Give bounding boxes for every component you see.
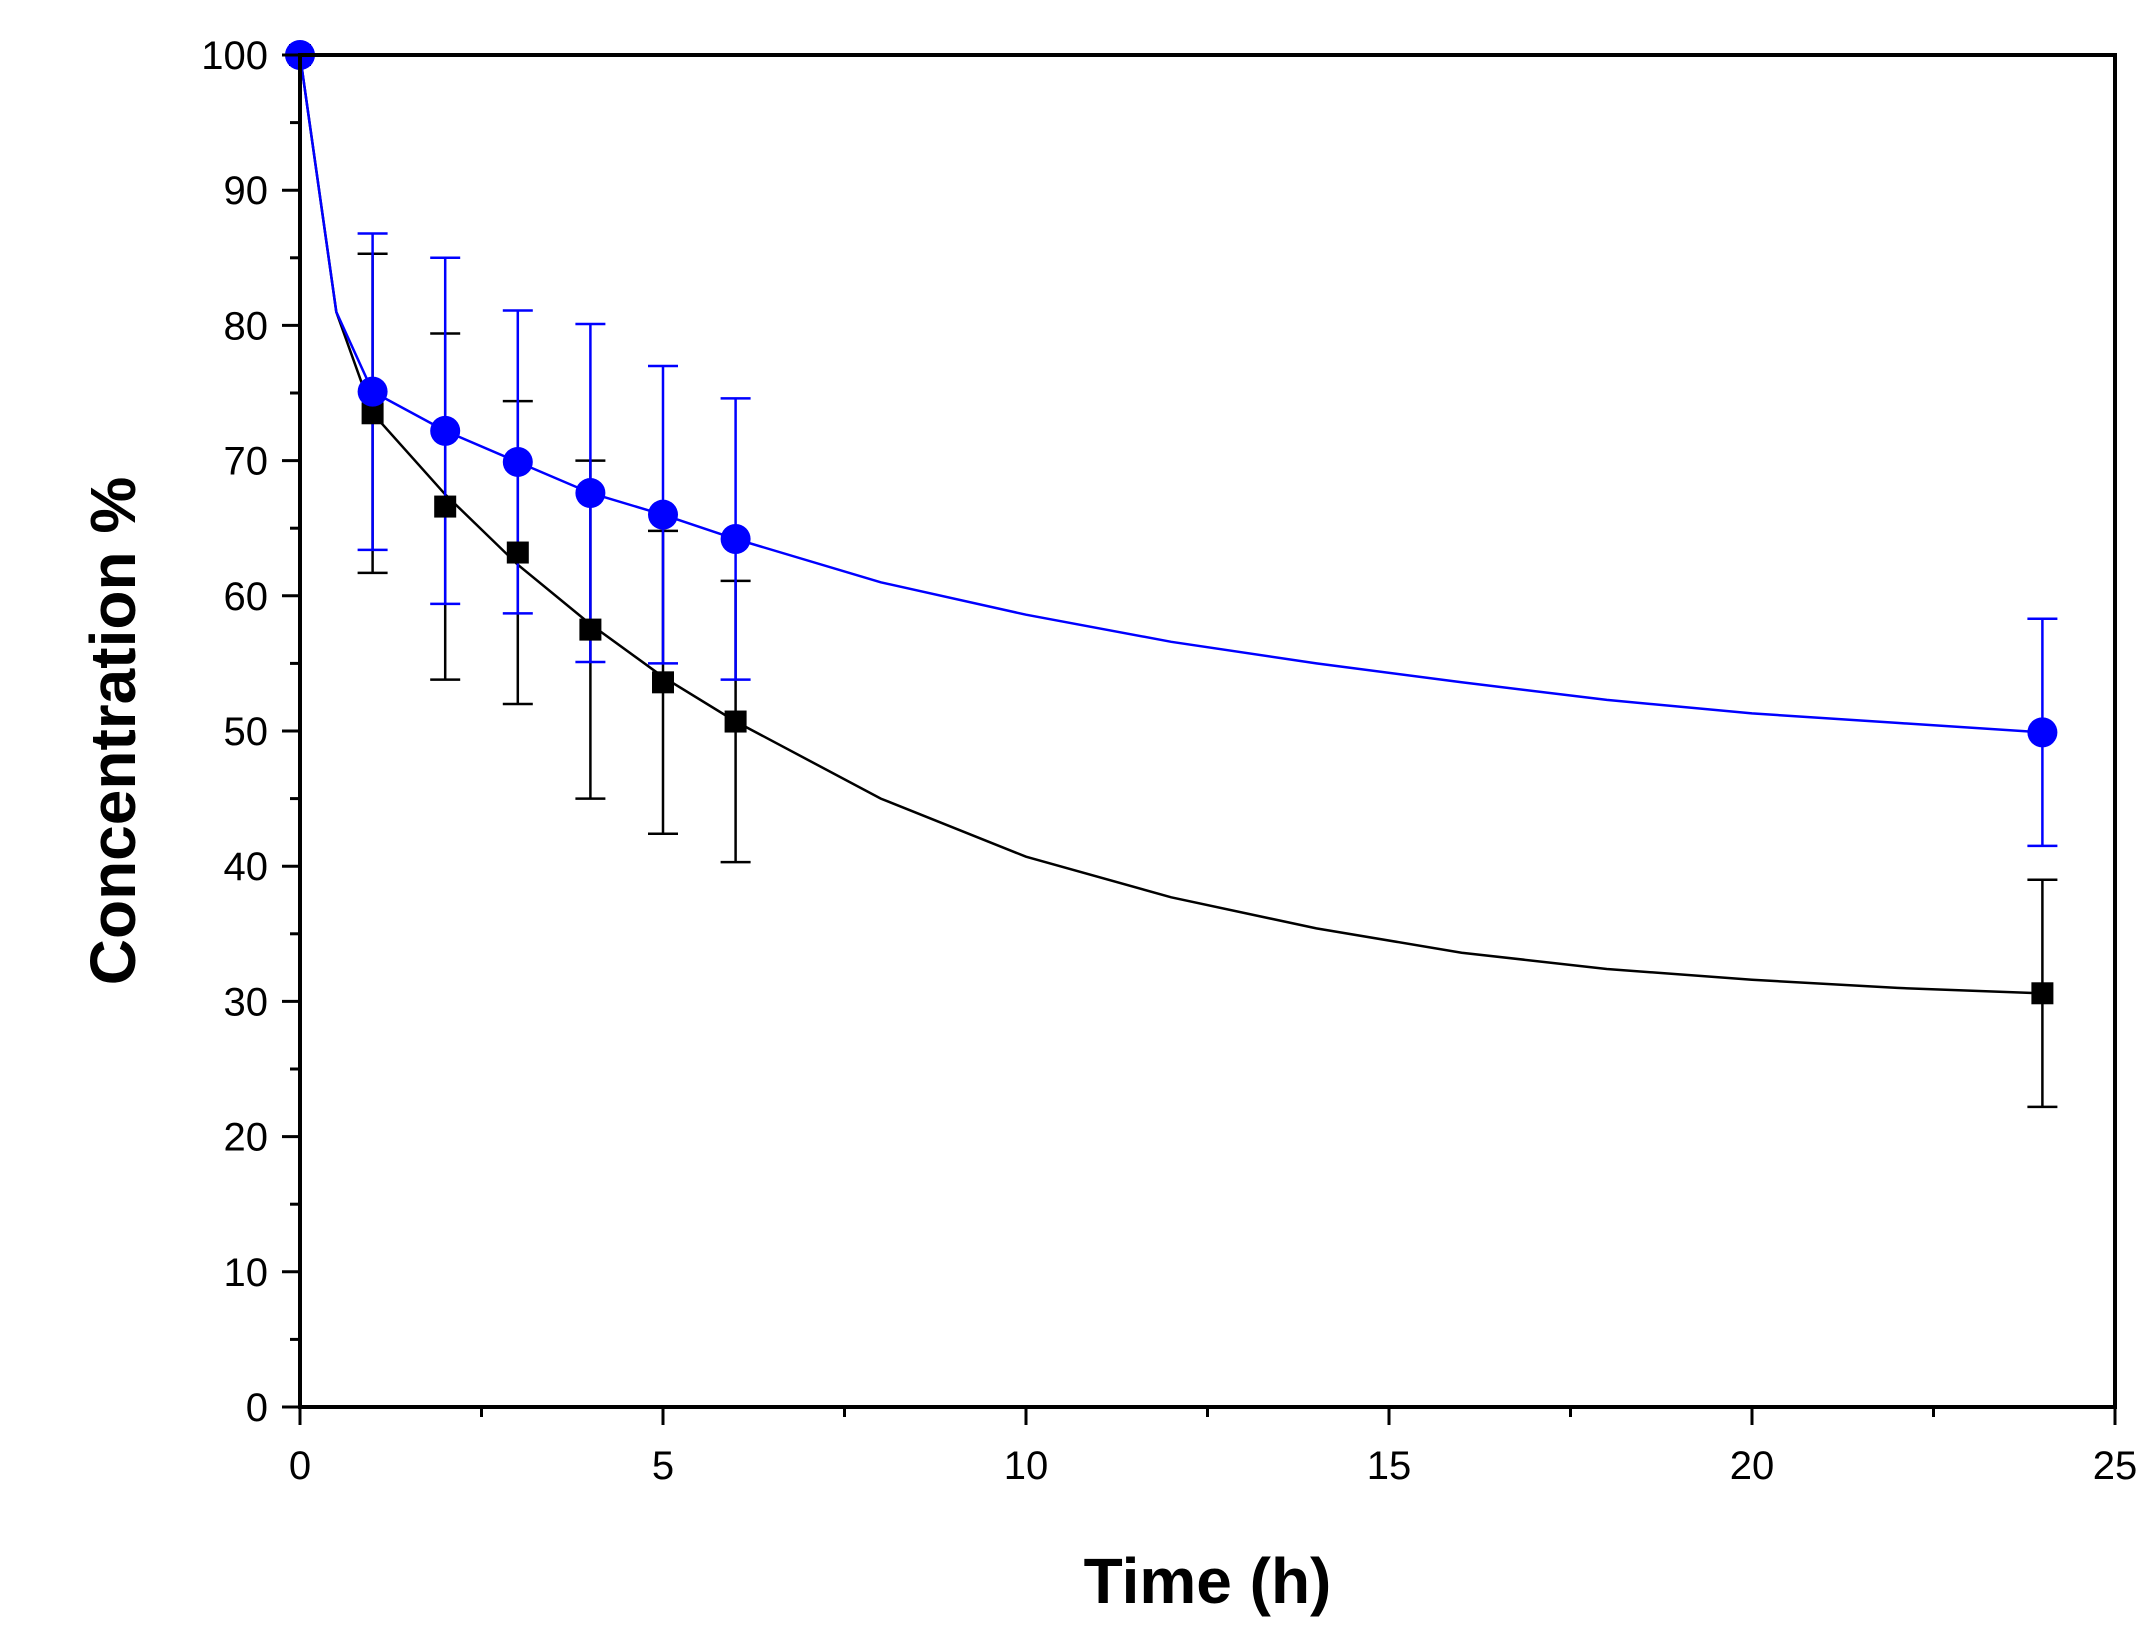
y-axis-title: Concentration % [77, 477, 149, 985]
x-axis-title: Time (h) [1084, 1545, 1332, 1617]
y-tick-label: 20 [224, 1116, 269, 1160]
y-tick-label: 0 [246, 1386, 268, 1430]
data-point-square [724, 710, 747, 733]
y-tick-label: 50 [224, 710, 269, 754]
y-tick-label: 60 [224, 575, 269, 619]
y-tick-label: 40 [224, 845, 269, 889]
data-point-circle [357, 376, 388, 407]
data-point-square [361, 402, 384, 425]
data-point-square [2031, 982, 2054, 1005]
data-point-square [506, 541, 529, 564]
fit-curves [298, 54, 2043, 995]
x-tick-label: 25 [2093, 1444, 2138, 1488]
data-markers [285, 40, 2058, 1005]
data-point-circle [575, 478, 606, 509]
fit-curve-series-2 [298, 54, 2043, 734]
y-tick-label: 10 [224, 1251, 269, 1295]
fit-curve-series-1 [298, 54, 2043, 995]
data-point-square [434, 495, 457, 518]
data-point-square [579, 618, 602, 641]
data-point-circle [648, 499, 678, 530]
data-point-circle [430, 415, 461, 446]
x-tick-label: 0 [289, 1444, 311, 1488]
data-point-circle [2027, 717, 2058, 748]
data-point-circle [502, 446, 533, 477]
y-tick-label: 100 [201, 34, 268, 78]
x-tick-label: 15 [1367, 1444, 1412, 1488]
y-tick-label: 30 [224, 980, 269, 1024]
x-tick-label: 10 [1004, 1444, 1049, 1488]
ticks: 0 5 10 15 20 25 0 10 20 30 40 50 60 70 80 90 100 [201, 34, 2137, 1488]
y-tick-label: 70 [224, 440, 269, 484]
x-tick-label: 20 [1730, 1444, 1775, 1488]
x-tick-label: 5 [652, 1444, 674, 1488]
data-point-square [652, 671, 674, 694]
y-tick-label: 80 [224, 304, 269, 348]
y-tick-label: 90 [224, 169, 269, 213]
data-point-circle [720, 524, 751, 555]
